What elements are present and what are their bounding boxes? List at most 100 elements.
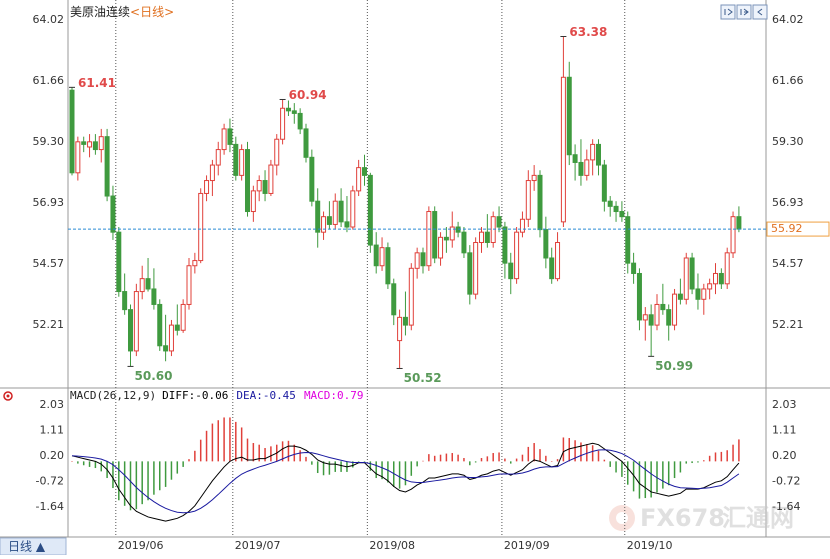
watermark-name: 汇通网 [722,504,794,532]
candle-body [496,216,502,228]
macd-bar [352,461,354,468]
macd-bar [726,450,728,462]
candle-body [69,89,75,174]
macd-bar [673,461,676,479]
macd-bar [235,421,237,462]
candle-body [128,309,133,352]
y2-tick-label: 64.02 [772,13,804,26]
candle-body [326,216,332,225]
macd-bar [708,455,711,462]
candle-body [619,211,625,218]
candle-body [174,324,180,331]
candle-body [543,229,549,259]
indicator-line [71,442,740,522]
candle-body [426,211,432,267]
candle-body [81,141,87,145]
candle-body [168,324,174,352]
candle-body [291,110,297,114]
macd-bar [632,461,635,492]
macd-bar [404,461,407,486]
candle-body [508,262,514,280]
macd-bar [147,461,149,501]
macd-bar [375,461,377,479]
legend-entry: DEA:-0.45 [236,389,296,402]
candle-body [250,190,256,213]
candle-body [233,143,239,176]
candle-body [122,291,128,311]
candle-body [274,138,280,166]
macd-bar [305,456,307,462]
macd-bar [603,459,606,462]
macd-bar [644,461,647,499]
x-tick-label: 2019/07 [235,539,281,552]
candle-body [397,316,403,342]
candle-body [490,216,496,244]
macd-bar [527,446,530,462]
candle-body [163,345,169,352]
candle-body [455,226,461,233]
y-tick-label: 59.30 [33,135,65,148]
macd-bar [439,454,442,462]
x-tick-label: 2019/09 [504,539,550,552]
y-tick-label: 54.57 [33,257,65,270]
macd-bar [246,438,249,462]
macd-bar [580,442,582,462]
candle-body [484,231,490,244]
candle-body [321,216,327,233]
candle-body [566,76,572,156]
macd-bar [469,461,471,466]
macd-bar [545,455,547,462]
candle-body [414,252,420,269]
y2-tick-label: 52.21 [772,318,804,331]
candle-body [695,288,701,300]
candle-body [642,314,648,321]
toolbar-button[interactable] [752,4,768,20]
candle-body [689,257,695,290]
toolbar-icon [740,8,749,16]
candle-body [683,257,689,300]
candle-body [736,216,742,230]
macd-bar [556,459,559,462]
macd-bar [123,461,126,506]
candle-body [92,141,98,151]
macd-bar [486,456,489,462]
macd-bar [188,459,190,462]
macd-bar [428,454,430,462]
candle-body [613,205,619,213]
indicator-line [71,449,740,514]
candle-body [707,283,713,290]
macd-bar [118,461,120,501]
macd-bar [679,461,682,473]
macd-bar [451,453,453,462]
candle-body [303,128,309,158]
candle-body [350,190,356,228]
macd-bar [492,453,494,462]
candle-body [438,236,444,259]
candle-body [549,257,555,280]
macd-bar [480,458,483,462]
toolbar-button[interactable] [720,4,736,20]
macd-bar [240,427,243,462]
candle-body [157,303,163,347]
y2-tick-label: -1.64 [772,500,800,513]
candle-body [596,143,601,166]
candle-body [718,272,724,285]
candle-body [133,291,139,352]
macd-bar [77,461,79,464]
macd-bar [211,423,214,462]
macd-bar [510,461,512,464]
candle-body [209,164,215,182]
indicator-icon[interactable] [3,391,13,401]
high-label: 61.41 [78,76,116,90]
candle-body [677,293,683,300]
candle-body [280,107,286,140]
candle-body [385,247,391,285]
candle-body [116,231,122,293]
macd-bar [264,448,266,462]
candle-body [239,149,245,176]
macd-bar [270,446,272,462]
y-tick-label: 0.20 [40,449,65,462]
macd-bar [334,461,336,472]
candle-body [607,200,613,207]
